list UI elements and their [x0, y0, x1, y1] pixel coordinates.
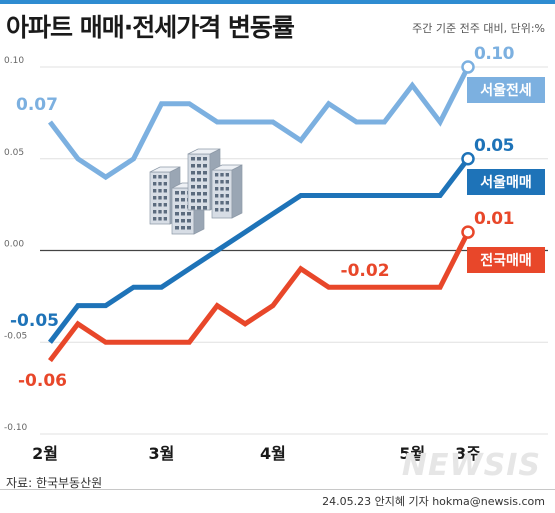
series-name-box [467, 169, 545, 195]
series-endpoint-서울매매 [461, 152, 475, 166]
building-block [187, 148, 221, 211]
watermark: NEWSIS [401, 448, 541, 483]
series-line-서울매매 [48, 157, 470, 344]
series-name-box [467, 77, 545, 103]
start-value-label: 0.07 [16, 95, 58, 115]
series-name-label: 전국매매 [480, 252, 532, 269]
y-tick-label: 0.05 [4, 148, 24, 158]
start-value-label: -0.06 [18, 371, 67, 391]
end-value-label: 0.01 [474, 209, 514, 229]
x-tick-label: 3월 [149, 444, 175, 463]
series-endpoint-서울전세 [461, 60, 475, 74]
building-block [211, 164, 243, 219]
y-tick-label: -0.05 [4, 331, 27, 341]
chart-subtitle: 주간 기준 전주 대비, 단위:% [412, 22, 545, 35]
series-name-label: 서울전세 [480, 82, 532, 99]
chart-title: 아파트 매매·전세가격 변동률 [6, 13, 295, 42]
series-layer [48, 60, 475, 363]
series-endpoint-전국매매 [461, 225, 475, 239]
top-accent-bar [0, 0, 555, 4]
end-value-label: 0.05 [474, 136, 514, 156]
bottom-divider [0, 489, 555, 490]
series-line-전국매매 [48, 231, 471, 363]
start-value-label: -0.05 [10, 311, 59, 331]
y-tick-label: 0.10 [4, 56, 24, 66]
credit-line: 24.05.23 안지혜 기자 hokma@newsis.com [322, 495, 545, 508]
y-tick-label: -0.10 [4, 423, 28, 433]
x-tick-label: 5월 [399, 444, 425, 463]
line-chart: 0.10 0.05 0.00 -0.05 -0.10 0.07 0.10 서울전세 -0.05… [4, 44, 548, 463]
series-name-box [467, 247, 545, 273]
apartment-building-icon [149, 148, 243, 235]
mid-value-label: -0.02 [341, 261, 390, 281]
y-tick-label: 0.00 [4, 240, 24, 250]
grid-layer: 0.10 0.05 0.00 -0.05 -0.10 [4, 56, 548, 435]
series-name-label: 서울매매 [480, 174, 532, 191]
x-tick-layer: 2월 3월 4월 5월 3주 [32, 444, 481, 463]
x-tick-label: 3주 [455, 444, 481, 463]
x-tick-label: 4월 [260, 444, 286, 463]
label-layer: 0.07 0.10 서울전세 -0.05 0.05 서울매매 -0.06 -0.02 0.01 전… [10, 44, 545, 391]
series-line-서울전세 [48, 65, 471, 181]
source-note: 자료: 한국부동산원 [6, 476, 103, 490]
end-value-label: 0.10 [474, 44, 515, 64]
x-tick-label: 2월 [32, 444, 58, 463]
